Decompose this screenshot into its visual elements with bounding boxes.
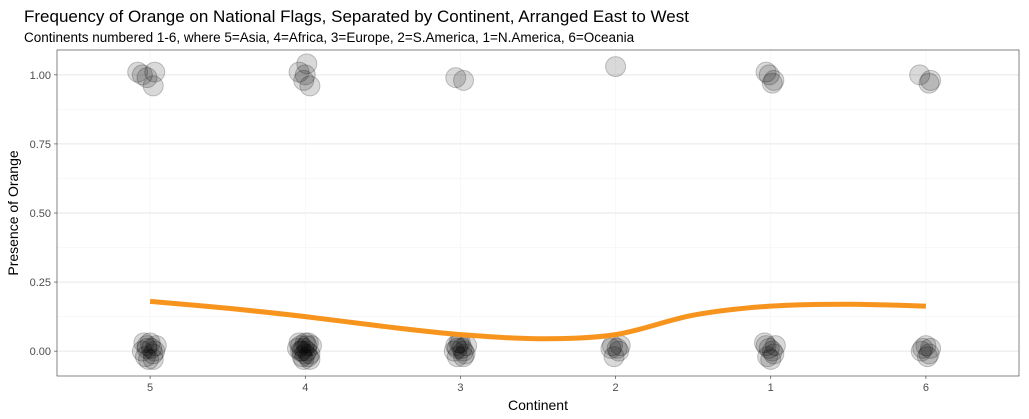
data-point [293, 348, 315, 370]
data-point [131, 64, 153, 86]
data-point [136, 337, 158, 359]
data-point [757, 346, 779, 368]
x-tick-label: 3 [457, 382, 463, 394]
data-point [600, 337, 622, 359]
x-tick-label: 2 [613, 382, 619, 394]
data-point [142, 348, 164, 370]
data-point [909, 64, 931, 86]
data-point [754, 332, 776, 354]
data-point [758, 337, 780, 359]
y-axis: 0.00 0.25 0.50 0.75 1.00 [30, 70, 57, 358]
data-point [144, 340, 166, 362]
data-point [453, 69, 475, 91]
data-point [138, 348, 160, 370]
data-point [288, 332, 310, 354]
data-point [755, 61, 777, 83]
data-point [760, 348, 782, 370]
data-point [136, 335, 158, 357]
data-point [297, 332, 319, 354]
data-point [605, 56, 627, 78]
trend-line [149, 298, 926, 342]
data-point [916, 346, 938, 368]
data-point [290, 340, 312, 362]
data-point [291, 340, 313, 362]
trend-line-group [149, 298, 926, 342]
data-point [299, 75, 321, 97]
x-axis-title: Continent [508, 397, 568, 413]
data-point [763, 343, 785, 365]
x-tick-label: 1 [768, 382, 774, 394]
x-tick-label: 4 [302, 382, 308, 394]
data-point [608, 340, 630, 362]
chart-title: Frequency of Orange on National Flags, S… [24, 7, 689, 26]
data-point [290, 335, 312, 357]
data-point [131, 340, 153, 362]
data-point [912, 337, 934, 359]
data-point [294, 332, 316, 354]
data-point [918, 72, 940, 94]
data-point [761, 72, 783, 94]
data-point [136, 67, 158, 89]
data-point [445, 67, 467, 89]
data-point [288, 61, 310, 83]
data-point [144, 61, 166, 83]
data-point [145, 335, 167, 357]
data-point [764, 335, 786, 357]
data-point [918, 343, 940, 365]
grid-lines [57, 50, 1019, 376]
data-point [141, 337, 163, 359]
data-point [139, 332, 161, 354]
data-point [296, 335, 318, 357]
data-point [910, 340, 932, 362]
data-point [603, 346, 625, 368]
data-points [127, 53, 942, 370]
data-point [133, 332, 155, 354]
data-point [443, 340, 465, 362]
data-point [294, 64, 316, 86]
y-axis-title: Presence of Orange [5, 150, 21, 276]
data-point [451, 337, 473, 359]
data-point [293, 69, 315, 91]
data-point [127, 61, 149, 83]
data-point [296, 340, 318, 362]
y-tick-label: 0.25 [30, 277, 51, 289]
data-point [920, 337, 942, 359]
data-point [454, 343, 476, 365]
data-point [606, 337, 628, 359]
data-point [920, 69, 942, 91]
data-point [142, 75, 164, 97]
data-point [446, 346, 468, 368]
data-point [446, 337, 468, 359]
data-point [134, 346, 156, 368]
data-point [453, 340, 475, 362]
x-tick-label: 6 [923, 382, 929, 394]
data-point [299, 348, 321, 370]
data-point [761, 340, 783, 362]
data-point [453, 346, 475, 368]
data-point [296, 53, 318, 75]
y-tick-label: 1.00 [30, 70, 51, 82]
data-point [294, 343, 316, 365]
data-point [758, 64, 780, 86]
data-point [142, 343, 164, 365]
data-point [763, 69, 785, 91]
data-point [300, 335, 322, 357]
data-point [287, 337, 308, 359]
data-point [915, 335, 937, 357]
data-point [299, 343, 321, 365]
y-tick-label: 0.50 [30, 208, 51, 220]
data-point [755, 335, 777, 357]
y-tick-label: 0.00 [30, 346, 51, 358]
x-tick-label: 5 [147, 382, 153, 394]
data-point [291, 346, 313, 368]
data-point [297, 346, 319, 368]
x-axis: 5 4 3 2 1 6 [147, 376, 929, 394]
y-tick-label: 0.75 [30, 139, 51, 151]
chart-subtitle: Continents numbered 1-6, where 5=Asia, 4… [24, 30, 635, 45]
data-point [293, 337, 315, 359]
